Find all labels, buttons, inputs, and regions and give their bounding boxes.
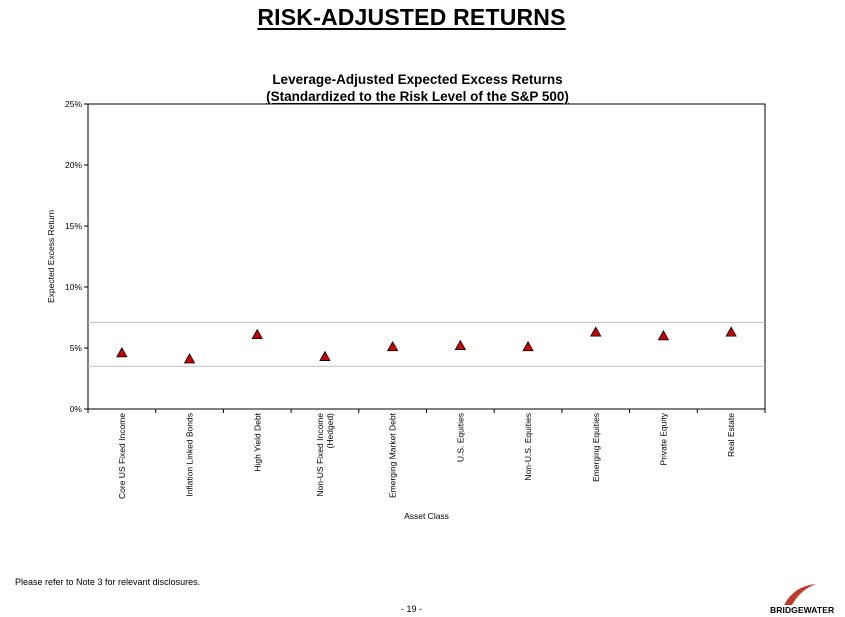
data-point-marker bbox=[183, 353, 196, 364]
y-tick-label: 20% bbox=[65, 160, 82, 170]
data-markers bbox=[116, 326, 737, 364]
y-axis-label: Expected Excess Return bbox=[46, 210, 56, 303]
y-tick-label: 0% bbox=[70, 404, 83, 414]
logo-swoosh-icon bbox=[784, 584, 816, 605]
y-tick-label: 10% bbox=[65, 282, 82, 292]
chart-subtitle: (Standardized to the Risk Level of the S… bbox=[266, 89, 569, 104]
x-tick-label: U.S. Equities bbox=[455, 413, 465, 462]
logo-text: BRIDGEWATER bbox=[770, 605, 835, 615]
chart-title-block: Leverage-Adjusted Expected Excess Return… bbox=[0, 71, 835, 105]
data-point-marker bbox=[386, 340, 399, 352]
x-tick-label: Inflation Linked Bonds bbox=[185, 413, 195, 497]
x-tick-label: Non-U.S. Equities bbox=[523, 413, 533, 481]
x-tick-label: Core US Fixed Income bbox=[117, 413, 127, 499]
scatter-chart: 0% 5% 10% 15% 20% 25% Expected Excess Return C… bbox=[46, 99, 766, 521]
data-point-marker bbox=[522, 340, 534, 352]
data-point-marker bbox=[454, 339, 467, 350]
x-axis: Core US Fixed Income Inflation Linked Bon… bbox=[87, 409, 766, 521]
data-point-marker bbox=[657, 329, 670, 341]
data-point-marker bbox=[725, 326, 737, 337]
y-tick-label: 5% bbox=[70, 343, 83, 353]
data-point-marker bbox=[251, 328, 263, 339]
bridgewater-logo: BRIDGEWATER bbox=[770, 583, 840, 615]
x-axis-label: Asset Class bbox=[404, 511, 449, 521]
footnote: Please refer to Note 3 for relevant disc… bbox=[15, 577, 201, 587]
x-tick-label: High Yield Debt bbox=[252, 412, 262, 471]
x-tick-label: (Hedged) bbox=[325, 413, 335, 449]
y-tick-label: 15% bbox=[65, 221, 82, 231]
chart-title: Leverage-Adjusted Expected Excess Return… bbox=[272, 72, 563, 87]
data-point-marker bbox=[319, 350, 331, 361]
x-tick-label: Emerging Equities bbox=[591, 413, 601, 482]
y-axis: 0% 5% 10% 15% 20% 25% Expected Excess Return bbox=[46, 99, 88, 414]
plot-area bbox=[87, 103, 766, 410]
x-tick-label: Private Equity bbox=[658, 412, 668, 465]
data-point-marker bbox=[590, 326, 602, 337]
page-title: RISK-ADJUSTED RETURNS bbox=[257, 4, 566, 30]
x-tick-label: Real Estate bbox=[726, 413, 736, 457]
page-number: - 19 - bbox=[400, 604, 422, 614]
data-point-marker bbox=[116, 347, 128, 358]
x-tick-label: Non-US Fixed Income bbox=[315, 413, 325, 497]
x-tick-label: Emerging Market Debt bbox=[388, 412, 398, 498]
y-tick-label: 25% bbox=[65, 99, 82, 109]
